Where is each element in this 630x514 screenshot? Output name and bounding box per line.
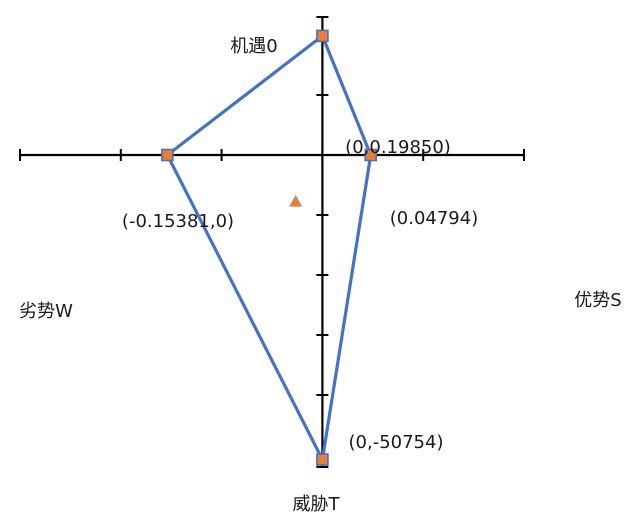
opportunity-point (316, 29, 329, 43)
point-label-strength: (0.04794) (390, 208, 478, 229)
point-label-weakness: (-0.15381,0) (122, 211, 234, 232)
threat-axis-label: 威胁T (293, 494, 341, 514)
data-points (161, 29, 378, 466)
strength-axis-label: 优势S (574, 290, 621, 311)
threat-point (316, 453, 329, 466)
point-label-opportunity: (0,0.19850) (345, 137, 451, 158)
opportunity-axis-label: 机遇0 (230, 36, 277, 57)
point-label-threat: (0,-50754) (349, 432, 444, 453)
y-axis-ticks (316, 16, 329, 468)
weakness-axis-label: 劣势W (19, 301, 73, 322)
strength-point (364, 148, 378, 162)
strategy-quadrilateral (165, 34, 373, 462)
weakness-point (161, 148, 174, 162)
centroid-marker (289, 194, 303, 207)
x-axis-ticks (19, 149, 525, 161)
